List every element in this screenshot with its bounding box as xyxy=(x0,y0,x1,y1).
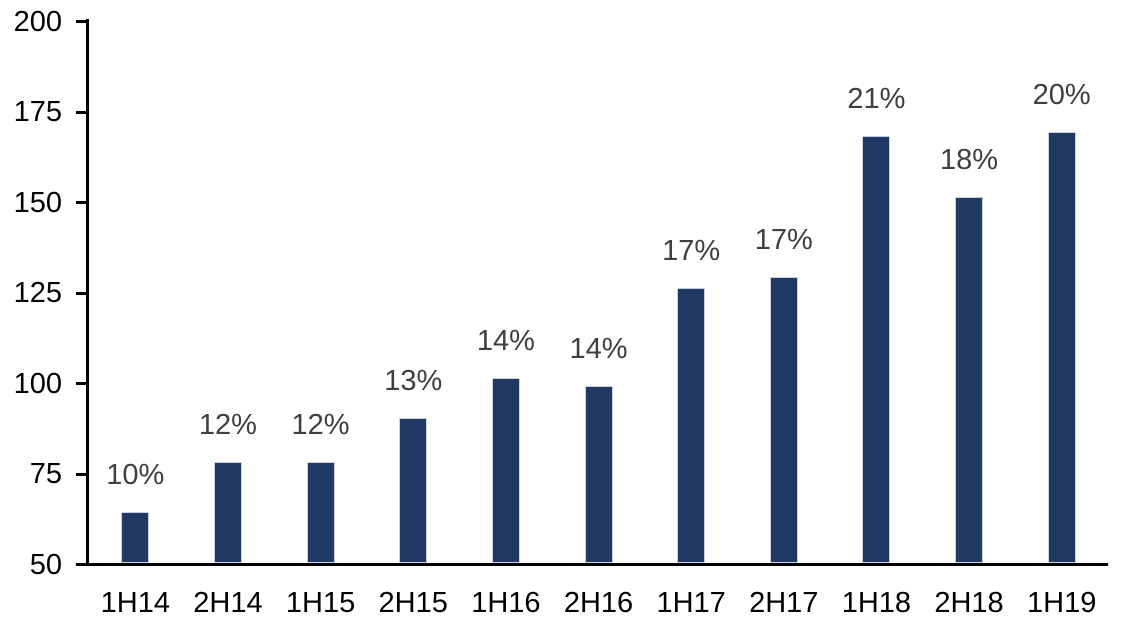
x-axis-tick-label: 2H16 xyxy=(563,587,634,619)
y-axis-tick-label: 75 xyxy=(29,458,62,490)
y-axis-tick-mark xyxy=(76,563,86,566)
bar-2h17 xyxy=(769,277,798,563)
y-axis-tick-mark xyxy=(76,110,86,114)
y-axis-tick-label: 125 xyxy=(13,277,62,309)
bar-1h15 xyxy=(306,462,335,563)
y-axis-tick-label: 200 xyxy=(13,5,62,38)
x-axis-tick-label: 2H15 xyxy=(378,587,448,619)
bar-2h18 xyxy=(955,197,984,563)
bar-2h14 xyxy=(213,462,242,563)
x-axis-tick-label: 2H18 xyxy=(934,587,1004,619)
bar-value-label: 17% xyxy=(662,235,721,267)
y-axis-tick-mark xyxy=(76,382,86,385)
bar-value-label: 14% xyxy=(476,325,535,357)
bar-value-label: 20% xyxy=(1032,79,1091,111)
bar-value-label: 12% xyxy=(198,409,257,441)
y-axis-tick-label: 150 xyxy=(13,186,62,219)
x-axis-tick-label: 1H14 xyxy=(100,587,170,619)
bar-2h16 xyxy=(584,386,613,563)
bar-value-label: 18% xyxy=(940,144,999,176)
bar-value-label: 10% xyxy=(106,459,165,491)
y-axis-tick-mark xyxy=(76,201,86,204)
bar-2h15 xyxy=(399,418,428,563)
x-axis-tick-label: 1H18 xyxy=(841,587,912,619)
bar-1h16 xyxy=(491,378,520,563)
bar-1h17 xyxy=(677,288,706,563)
bar-1h14 xyxy=(121,512,150,563)
x-axis-tick-label: 2H17 xyxy=(749,587,819,619)
bar-value-label: 12% xyxy=(291,409,350,441)
y-axis-line xyxy=(86,19,89,566)
bar-value-label: 21% xyxy=(847,83,906,115)
x-axis-tick-label: 2H14 xyxy=(193,587,263,619)
y-axis-tick-label: 100 xyxy=(13,367,62,400)
y-axis-tick-mark xyxy=(76,20,86,23)
bar-value-label: 17% xyxy=(754,224,813,256)
y-axis-tick-label: 175 xyxy=(13,96,62,128)
x-axis-tick-label: 1H17 xyxy=(656,587,726,619)
x-axis-tick-label: 1H19 xyxy=(1027,587,1097,619)
x-axis-tick-label: 1H15 xyxy=(285,587,356,619)
bar-value-label: 13% xyxy=(384,365,443,397)
bar-1h19 xyxy=(1047,132,1076,563)
y-axis-tick-mark xyxy=(76,291,86,295)
x-axis-line xyxy=(76,563,1108,566)
y-axis-tick-mark xyxy=(76,472,86,476)
bar-value-label: 14% xyxy=(569,333,628,365)
x-axis-tick-label: 1H16 xyxy=(471,587,541,619)
y-axis-tick-label: 50 xyxy=(29,548,62,581)
bar-1h18 xyxy=(862,136,891,563)
